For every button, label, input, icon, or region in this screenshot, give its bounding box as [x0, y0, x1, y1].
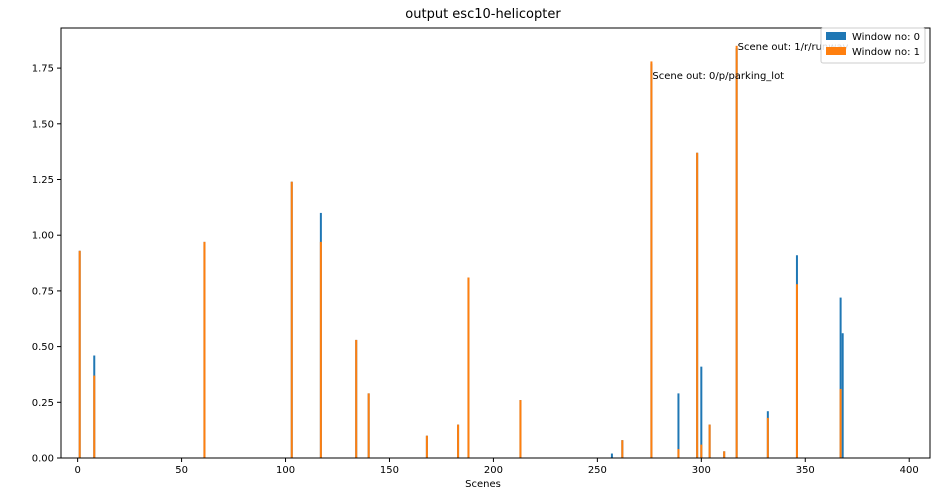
legend-box — [820, 27, 926, 64]
bar-window-0-scene-368 — [841, 333, 844, 458]
bar-window-0-scene-257 — [610, 453, 613, 458]
bar-window-0-scene-289 — [677, 393, 680, 458]
bar-window-1-scene-168 — [425, 435, 428, 458]
bar-window-1-scene-300 — [700, 444, 703, 458]
bar-window-1-scene-117 — [319, 241, 322, 458]
bar-window-0-scene-367 — [839, 297, 842, 458]
x-tick-label: 400 — [900, 465, 919, 476]
y-tick-label: 1.50 — [32, 119, 54, 130]
legend-label-window-0: Window no: 0 — [852, 32, 920, 43]
x-tick-label: 150 — [380, 465, 399, 476]
bar-window-1-scene-289 — [677, 449, 680, 458]
bar-window-1-scene-188 — [467, 277, 470, 458]
bar-window-1-scene-332 — [766, 417, 769, 458]
plot-frame — [60, 27, 931, 459]
chart-title: output esc10-helicopter — [405, 7, 561, 22]
bar-window-1-scene-311 — [723, 451, 726, 458]
bar-window-1-scene-262 — [621, 440, 624, 458]
bar-window-1-scene-317 — [735, 45, 738, 458]
bar-window-0-scene-300 — [700, 366, 703, 458]
y-tick-label: 0.75 — [32, 286, 54, 297]
x-tick-label: 350 — [796, 465, 815, 476]
bar-window-1-scene-134 — [355, 339, 358, 458]
y-tick-label: 0.50 — [32, 342, 54, 353]
annotation-scene-out: Scene out: 0/p/parking_lot — [652, 71, 784, 82]
legend-swatch-window-1 — [826, 47, 846, 55]
bar-window-1-scene-298 — [696, 152, 699, 458]
annotation-scene-out: Scene out: 1/r/runway — [738, 42, 849, 53]
x-tick-label: 300 — [692, 465, 711, 476]
bar-window-1-scene-61 — [203, 241, 206, 458]
x-tick-label: 250 — [588, 465, 607, 476]
legend-swatch-window-0 — [826, 32, 846, 40]
y-tick-label: 1.00 — [32, 231, 54, 242]
x-tick-label: 200 — [484, 465, 503, 476]
bar-window-1-scene-304 — [708, 424, 711, 458]
bar-window-1-scene-367 — [839, 388, 842, 458]
legend: Window no: 0 Window no: 1 — [820, 27, 926, 64]
bar-window-1-scene-183 — [457, 424, 460, 458]
bar-window-1-scene-346 — [795, 284, 798, 458]
x-tick-label: 50 — [175, 465, 188, 476]
bar-window-1-scene-1 — [78, 250, 81, 458]
bar-window-1-scene-8 — [93, 375, 96, 458]
bar-window-1-scene-103 — [290, 181, 293, 459]
y-tick-label: 0.25 — [32, 398, 54, 409]
x-axis-label: Scenes — [465, 479, 501, 490]
y-tick-label: 1.25 — [32, 175, 54, 186]
x-tick-label: 0 — [74, 465, 80, 476]
bar-window-1-scene-140 — [367, 393, 370, 458]
bar-window-1-scene-213 — [519, 400, 522, 458]
y-tick-label: 1.75 — [32, 64, 54, 75]
bar-window-1-scene-276 — [650, 61, 653, 459]
legend-label-window-1: Window no: 1 — [852, 47, 920, 58]
x-tick-label: 100 — [276, 465, 295, 476]
y-tick-label: 0.00 — [32, 454, 54, 465]
